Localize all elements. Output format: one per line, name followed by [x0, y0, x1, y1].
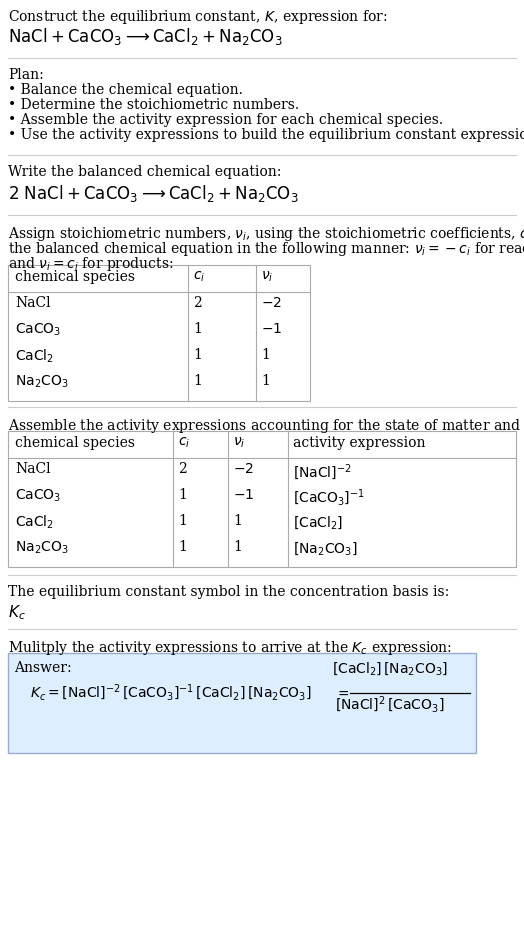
FancyBboxPatch shape: [8, 265, 310, 401]
Text: $c_i$: $c_i$: [178, 436, 190, 451]
Text: Write the balanced chemical equation:: Write the balanced chemical equation:: [8, 165, 281, 179]
Text: chemical species: chemical species: [15, 270, 135, 284]
Text: 2: 2: [193, 296, 202, 310]
Text: the balanced chemical equation in the following manner: $\nu_i = -c_i$ for react: the balanced chemical equation in the fo…: [8, 240, 524, 258]
Text: • Determine the stoichiometric numbers.: • Determine the stoichiometric numbers.: [8, 98, 299, 112]
Text: $\mathrm{Na_2CO_3}$: $\mathrm{Na_2CO_3}$: [15, 374, 69, 391]
Text: $[\mathrm{NaCl}]^{-2}$: $[\mathrm{NaCl}]^{-2}$: [293, 462, 352, 482]
Text: NaCl: NaCl: [15, 462, 51, 476]
Text: $[\mathrm{CaCl_2}]\,[\mathrm{Na_2CO_3}]$: $[\mathrm{CaCl_2}]\,[\mathrm{Na_2CO_3}]$: [332, 660, 448, 677]
Text: activity expression: activity expression: [293, 436, 425, 450]
Text: $\mathrm{Na_2CO_3}$: $\mathrm{Na_2CO_3}$: [15, 540, 69, 556]
Text: $\mathrm{CaCl_2}$: $\mathrm{CaCl_2}$: [15, 514, 54, 532]
Text: 1: 1: [178, 540, 187, 554]
Text: $[\mathrm{Na_2CO_3}]$: $[\mathrm{Na_2CO_3}]$: [293, 540, 358, 556]
Text: $-2$: $-2$: [261, 296, 282, 310]
Text: $[\mathrm{CaCO_3}]^{-1}$: $[\mathrm{CaCO_3}]^{-1}$: [293, 488, 365, 509]
Text: 1: 1: [193, 374, 202, 388]
Text: $-1$: $-1$: [261, 322, 282, 336]
Text: 1: 1: [178, 488, 187, 502]
Text: 1: 1: [233, 514, 242, 528]
Text: Plan:: Plan:: [8, 68, 43, 82]
Text: Mulitply the activity expressions to arrive at the $K_c$ expression:: Mulitply the activity expressions to arr…: [8, 639, 452, 657]
Text: Assign stoichiometric numbers, $\nu_i$, using the stoichiometric coefficients, $: Assign stoichiometric numbers, $\nu_i$, …: [8, 225, 524, 243]
Text: $\mathrm{CaCl_2}$: $\mathrm{CaCl_2}$: [15, 348, 54, 365]
Text: • Use the activity expressions to build the equilibrium constant expression.: • Use the activity expressions to build …: [8, 128, 524, 142]
Text: 2: 2: [178, 462, 187, 476]
Text: and $\nu_i = c_i$ for products:: and $\nu_i = c_i$ for products:: [8, 255, 173, 273]
Text: • Balance the chemical equation.: • Balance the chemical equation.: [8, 83, 243, 97]
Text: $\nu_i$: $\nu_i$: [233, 436, 245, 451]
Text: Construct the equilibrium constant, $K$, expression for:: Construct the equilibrium constant, $K$,…: [8, 8, 388, 26]
Text: Assemble the activity expressions accounting for the state of matter and $\nu_i$: Assemble the activity expressions accoun…: [8, 417, 524, 435]
Text: 1: 1: [261, 374, 270, 388]
Text: $\mathrm{CaCO_3}$: $\mathrm{CaCO_3}$: [15, 488, 61, 504]
Text: 1: 1: [233, 540, 242, 554]
Text: 1: 1: [261, 348, 270, 362]
FancyBboxPatch shape: [8, 431, 516, 567]
Text: $\mathrm{CaCO_3}$: $\mathrm{CaCO_3}$: [15, 322, 61, 339]
Text: 1: 1: [193, 348, 202, 362]
Text: NaCl: NaCl: [15, 296, 51, 310]
FancyBboxPatch shape: [8, 653, 476, 753]
Text: 1: 1: [193, 322, 202, 336]
Text: $[\mathrm{NaCl}]^2\,[\mathrm{CaCO_3}]$: $[\mathrm{NaCl}]^2\,[\mathrm{CaCO_3}]$: [335, 695, 445, 715]
Text: chemical species: chemical species: [15, 436, 135, 450]
Text: $=$: $=$: [335, 686, 350, 700]
Text: $-1$: $-1$: [233, 488, 254, 502]
Text: $K_c$: $K_c$: [8, 603, 26, 622]
Text: • Assemble the activity expression for each chemical species.: • Assemble the activity expression for e…: [8, 113, 443, 127]
Text: $\mathrm{2\ NaCl + CaCO_3 \longrightarrow CaCl_2 + Na_2CO_3}$: $\mathrm{2\ NaCl + CaCO_3 \longrightarro…: [8, 183, 299, 204]
Text: $\mathrm{NaCl + CaCO_3 \longrightarrow CaCl_2 + Na_2CO_3}$: $\mathrm{NaCl + CaCO_3 \longrightarrow C…: [8, 26, 283, 47]
Text: $c_i$: $c_i$: [193, 270, 205, 284]
Text: Answer:: Answer:: [14, 661, 72, 675]
Text: 1: 1: [178, 514, 187, 528]
Text: $\nu_i$: $\nu_i$: [261, 270, 274, 284]
Text: $-2$: $-2$: [233, 462, 254, 476]
Text: $K_c = [\mathrm{NaCl}]^{-2}\,[\mathrm{CaCO_3}]^{-1}\,[\mathrm{CaCl_2}]\,[\mathrm: $K_c = [\mathrm{NaCl}]^{-2}\,[\mathrm{Ca…: [30, 683, 312, 703]
Text: $[\mathrm{CaCl_2}]$: $[\mathrm{CaCl_2}]$: [293, 514, 343, 531]
Text: The equilibrium constant symbol in the concentration basis is:: The equilibrium constant symbol in the c…: [8, 585, 449, 599]
